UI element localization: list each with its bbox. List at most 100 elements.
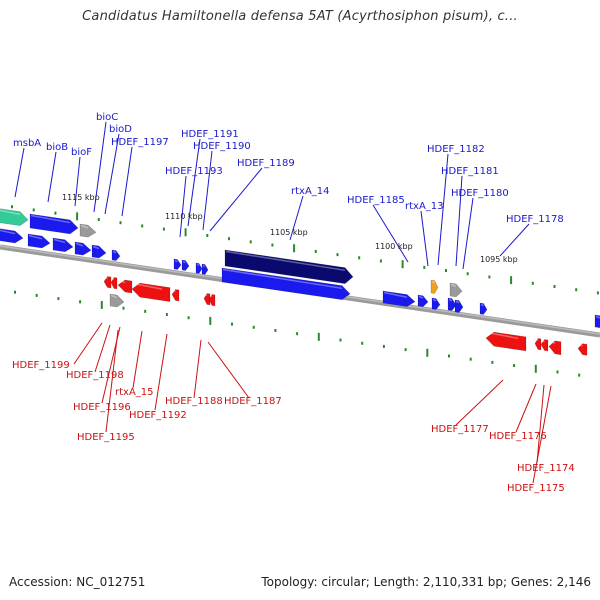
gene-feature bbox=[577, 343, 588, 356]
gene-feature-shine bbox=[111, 277, 115, 281]
gene-feature bbox=[208, 294, 216, 307]
gene-feature-shine bbox=[225, 250, 346, 272]
gene-feature-shine bbox=[448, 298, 453, 302]
gene-feature bbox=[74, 241, 92, 256]
kbp-labels: 1115 kbp 1110 kbp 1105 kbp 1100 kbp 1095 kbp bbox=[62, 193, 518, 264]
gene-feature-shine bbox=[209, 294, 213, 298]
gene-feature bbox=[52, 237, 74, 253]
gene-feature-shine bbox=[383, 291, 408, 298]
forward-connector bbox=[14, 147, 25, 198]
kbp-label: 1105 kbp bbox=[270, 228, 308, 237]
gene-feature bbox=[131, 282, 171, 302]
forward-gene-label[interactable]: HDEF_1178 bbox=[506, 214, 564, 225]
reverse-gene-label[interactable]: HDEF_1199 bbox=[12, 360, 70, 371]
forward-connector bbox=[47, 151, 57, 203]
gene-feature-shine bbox=[431, 280, 435, 284]
reverse-gene-label[interactable]: HDEF_1196 bbox=[73, 402, 131, 413]
forward-gene-label[interactable]: HDEF_1181 bbox=[441, 166, 499, 177]
gene-feature-shine bbox=[75, 242, 84, 247]
gene-feature bbox=[171, 289, 180, 302]
gene-feature-shine bbox=[110, 294, 118, 299]
reverse-gene-label[interactable]: HDEF_1188 bbox=[165, 396, 223, 407]
gene-feature-shine bbox=[80, 224, 89, 229]
forward-connector bbox=[104, 133, 120, 215]
reverse-connector bbox=[73, 322, 103, 365]
gene-feature-shine bbox=[204, 293, 208, 297]
gene-feature-shine bbox=[104, 276, 108, 280]
gene-feature-shine bbox=[595, 315, 600, 319]
forward-gene-label[interactable]: bioF bbox=[71, 147, 92, 158]
forward-gene-label[interactable]: bioB bbox=[46, 142, 68, 153]
forward-gene-label[interactable]: HDEF_1185 bbox=[347, 195, 405, 206]
forward-gene-label[interactable]: HDEF_1190 bbox=[193, 141, 251, 152]
gene-feature bbox=[109, 293, 125, 308]
gene-feature bbox=[91, 244, 107, 259]
gene-feature bbox=[0, 208, 29, 226]
forward-connector bbox=[289, 195, 304, 241]
forward-gene-label[interactable]: HDEF_1197 bbox=[111, 137, 169, 148]
forward-gene-label[interactable]: HDEF_1191 bbox=[181, 129, 239, 140]
reverse-gene-label[interactable]: HDEF_1177 bbox=[431, 424, 489, 435]
forward-gene-label[interactable]: HDEF_1182 bbox=[427, 144, 485, 155]
gene-feature bbox=[110, 277, 118, 290]
gene-feature-shine bbox=[549, 340, 556, 344]
forward-connector bbox=[179, 175, 187, 238]
forward-connector bbox=[420, 210, 429, 267]
gene-feature bbox=[195, 262, 203, 274]
gene-feature bbox=[548, 340, 562, 356]
reverse-gene-label[interactable]: HDEF_1198 bbox=[66, 370, 124, 381]
reverse-gene-label[interactable]: HDEF_1174 bbox=[517, 463, 575, 474]
gene-feature-shine bbox=[418, 295, 424, 299]
forward-gene-label[interactable]: bioC bbox=[96, 112, 118, 123]
position-ticks bbox=[11, 205, 599, 377]
gene-feature-shine bbox=[578, 343, 583, 347]
forward-connector bbox=[462, 197, 474, 270]
forward-gene-label[interactable]: rtxA_13 bbox=[405, 201, 444, 212]
forward-gene-label[interactable]: HDEF_1193 bbox=[165, 166, 223, 177]
topology-summary: Topology: circular; Length: 2,110,331 bp… bbox=[261, 575, 591, 589]
gene-feature-shine bbox=[480, 303, 484, 307]
gene-feature bbox=[79, 223, 97, 238]
gene-feature-shine bbox=[53, 238, 66, 244]
kbp-label: 1115 kbp bbox=[62, 193, 100, 202]
forward-connector bbox=[455, 175, 463, 267]
reverse-gene-label[interactable]: rtxA_15 bbox=[115, 387, 154, 398]
forward-connector bbox=[74, 156, 81, 207]
gene-feature bbox=[27, 233, 51, 249]
gene-feature bbox=[117, 279, 133, 294]
gene-feature bbox=[221, 267, 351, 300]
gene-feature bbox=[417, 294, 429, 308]
gene-feature-shine bbox=[541, 339, 545, 343]
gene-feature bbox=[447, 297, 457, 311]
reverse-gene-label[interactable]: HDEF_1176 bbox=[489, 431, 547, 442]
gene-feature bbox=[224, 249, 354, 284]
gene-feature bbox=[103, 276, 112, 289]
reverse-connector bbox=[94, 324, 111, 373]
gene-feature bbox=[0, 228, 24, 244]
kbp-label: 1095 kbp bbox=[480, 255, 518, 264]
forward-gene-label[interactable]: HDEF_1180 bbox=[451, 188, 509, 199]
gene-feature-shine bbox=[0, 229, 16, 235]
gene-feature bbox=[382, 290, 416, 307]
reverse-gene-label[interactable]: HDEF_1187 bbox=[224, 396, 282, 407]
reverse-gene-label[interactable]: HDEF_1175 bbox=[507, 483, 565, 494]
forward-gene-label[interactable]: rtxA_14 bbox=[291, 186, 330, 197]
forward-gene-label[interactable]: bioD bbox=[109, 124, 132, 135]
gene-feature bbox=[594, 314, 600, 329]
reverse-gene-label[interactable]: HDEF_1192 bbox=[129, 410, 187, 421]
gene-labels: msbA bioB bioFbioCbioDHDEF_1197HDEF_1191HD… bbox=[12, 112, 575, 494]
reverse-gene-label[interactable]: HDEF_1195 bbox=[77, 432, 135, 443]
reverse-connector bbox=[193, 339, 202, 399]
gene-feature-shine bbox=[486, 331, 519, 340]
forward-connector bbox=[209, 167, 263, 232]
gene-feature-shine bbox=[172, 289, 176, 293]
gene-feature-shine bbox=[196, 263, 200, 267]
kbp-label: 1100 kbp bbox=[375, 242, 413, 251]
reverse-connector bbox=[532, 385, 552, 484]
forward-gene-label[interactable]: HDEF_1189 bbox=[237, 158, 295, 169]
forward-gene-label[interactable]: msbA bbox=[13, 138, 41, 149]
gene-feature bbox=[111, 249, 121, 261]
gene-feature-shine bbox=[30, 214, 71, 224]
forward-connector bbox=[121, 146, 133, 217]
